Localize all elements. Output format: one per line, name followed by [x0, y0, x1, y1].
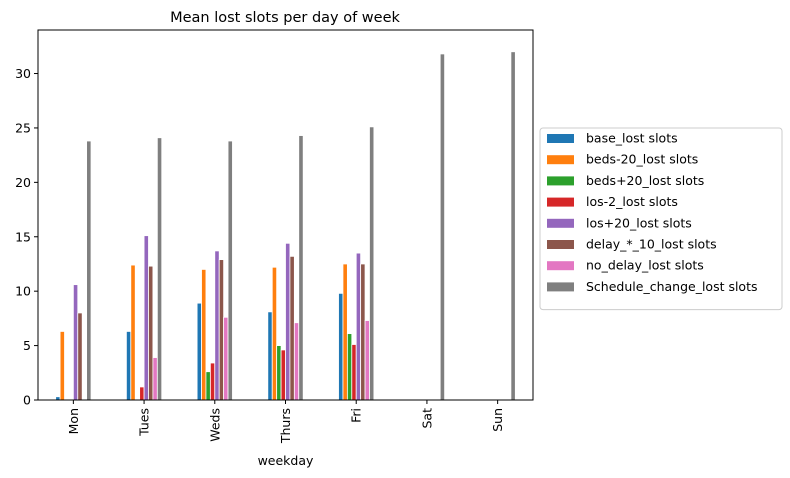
- bar-base-lost-slots-fri: [338, 292, 344, 401]
- y-tick-label: 25: [15, 120, 31, 135]
- legend: base_lost slots beds-20_lost slots beds+20…: [539, 127, 783, 311]
- y-tick-label: 0: [23, 393, 31, 408]
- plot-frame: [37, 29, 534, 401]
- bar-beds-20-lost-slots-weds: [201, 269, 207, 401]
- bar-schedule-change-lost-slots-sat: [439, 53, 446, 401]
- x-axis-label: weekday: [258, 453, 314, 468]
- x-tick-label-sun: Sun: [490, 408, 505, 432]
- legend-frame: [539, 127, 783, 311]
- bar-los-20-lost-slots-fri: [355, 252, 362, 401]
- bar-schedule-change-lost-slots-thurs: [298, 135, 304, 401]
- legend-label: beds-20_lost slots: [586, 152, 698, 167]
- bar-los-2-lost-slots-thurs: [280, 349, 286, 401]
- bar-delay-10-lost-slots-fri: [360, 263, 366, 401]
- bar-delay-10-lost-slots-weds: [218, 259, 225, 401]
- bar-base-lost-slots-tues: [125, 331, 132, 401]
- bar-los-2-lost-slots-fri: [351, 344, 357, 401]
- bar-beds-20-lost-slots-weds: [205, 371, 211, 401]
- bar-los-2-lost-slots-weds: [209, 362, 216, 401]
- bar-schedule-change-lost-slots-tues: [156, 137, 163, 401]
- bar-delay-10-lost-slots-mon: [77, 312, 83, 401]
- legend-swatch: [547, 261, 574, 271]
- legend-label: Schedule_change_lost slots: [586, 279, 758, 294]
- bar-beds-20-lost-slots-fri: [346, 333, 353, 401]
- bar-los-20-lost-slots-weds: [214, 250, 220, 401]
- x-tick-label-thurs: Thurs: [278, 408, 293, 444]
- bar-los-2-lost-slots-tues: [139, 386, 145, 401]
- y-tick-label: 10: [15, 284, 31, 299]
- bar-beds-20-lost-slots-mon: [59, 331, 65, 401]
- bar-no-delay-lost-slots-fri: [364, 320, 370, 401]
- legend-swatch: [547, 155, 574, 165]
- bar-beds-20-lost-slots-tues: [130, 264, 136, 401]
- x-tick-label-fri: Fri: [349, 408, 364, 423]
- legend-label: los+20_lost slots: [586, 215, 692, 230]
- bar-base-lost-slots-thurs: [267, 311, 273, 401]
- legend-swatch: [547, 218, 574, 228]
- bar-schedule-change-lost-slots-weds: [227, 140, 233, 401]
- legend-swatch: [547, 176, 574, 186]
- bar-no-delay-lost-slots-thurs: [293, 322, 300, 401]
- legend-label: no_delay_lost slots: [586, 258, 704, 273]
- bar-beds-20-lost-slots-thurs: [276, 345, 282, 401]
- y-tick-label: 5: [23, 338, 31, 353]
- bar-delay-10-lost-slots-thurs: [289, 255, 295, 401]
- legend-swatch: [547, 134, 574, 143]
- y-tick-label: 30: [15, 66, 31, 81]
- legend-label: beds+20_lost slots: [586, 173, 704, 188]
- x-tick-label-mon: Mon: [66, 408, 81, 434]
- bar-no-delay-lost-slots-weds: [223, 316, 229, 401]
- bars-group: [55, 51, 516, 401]
- chart-title: Mean lost slots per day of week: [170, 10, 400, 26]
- legend-label: delay_*_10_lost slots: [586, 237, 717, 252]
- bar-los-20-lost-slots-thurs: [285, 242, 291, 401]
- bar-los-20-lost-slots-tues: [143, 235, 149, 401]
- legend-label: los-2_lost slots: [586, 194, 678, 209]
- legend-swatch: [547, 240, 574, 249]
- bar-los-20-lost-slots-mon: [72, 284, 79, 401]
- x-tick-label-weds: Weds: [207, 408, 222, 442]
- bar-no-delay-lost-slots-tues: [152, 357, 158, 401]
- bar-delay-10-lost-slots-tues: [148, 265, 154, 401]
- bar-base-lost-slots-weds: [196, 302, 202, 401]
- bar-schedule-change-lost-slots-sun: [510, 51, 516, 401]
- x-tick-label-tues: Tues: [137, 408, 152, 437]
- y-tick-label: 20: [15, 175, 31, 190]
- legend-label: base_lost slots: [586, 131, 678, 146]
- bar-beds-20-lost-slots-fri: [342, 263, 348, 401]
- bar-schedule-change-lost-slots-fri: [369, 126, 375, 401]
- legend-swatch: [547, 282, 574, 292]
- legend-swatch: [547, 197, 574, 207]
- x-tick-label-sat: Sat: [419, 408, 434, 429]
- bar-beds-20-lost-slots-thurs: [271, 266, 278, 401]
- bar-schedule-change-lost-slots-mon: [86, 140, 92, 401]
- y-axis: 0 5 10 15 20 25 30: [15, 66, 38, 408]
- y-tick-label: 15: [15, 229, 31, 244]
- x-axis: Mon Tues Weds Thurs Fri Sat Sun: [66, 400, 505, 444]
